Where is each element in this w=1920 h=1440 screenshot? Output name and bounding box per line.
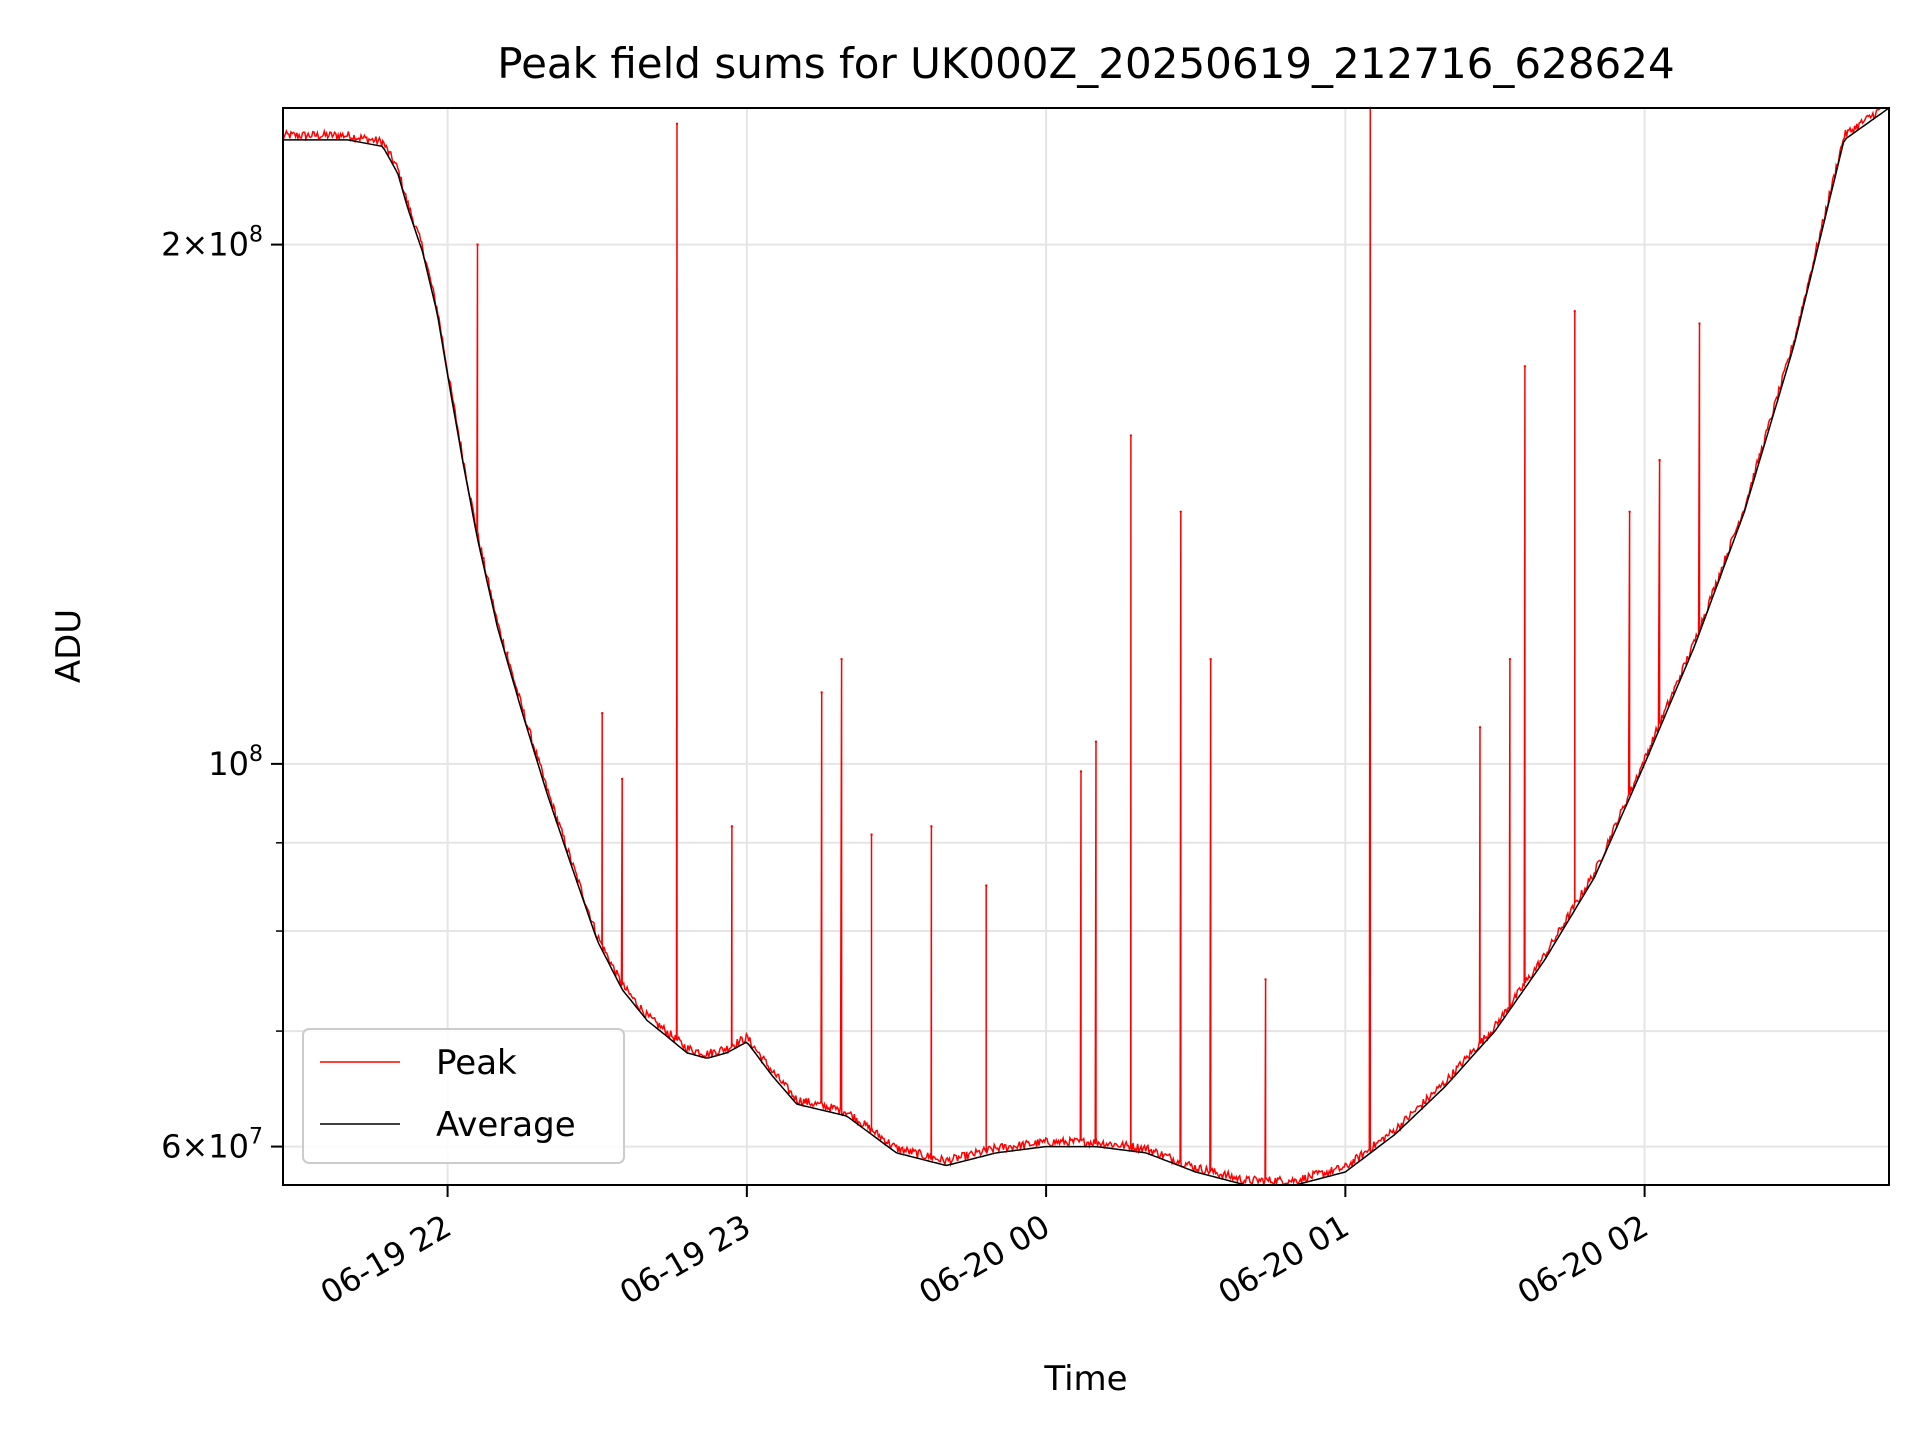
peak-point [1264, 978, 1267, 981]
legend-label-peak: Peak [436, 1043, 517, 1083]
peak-point [1698, 322, 1701, 325]
peak-point [1209, 657, 1212, 661]
peak-point [476, 243, 479, 246]
peak-point [1523, 365, 1527, 368]
peak-point [985, 884, 988, 887]
y-tick-label: 2×108 [161, 223, 263, 264]
peak-point [1079, 770, 1083, 773]
peak-point [840, 657, 843, 661]
peak-point [1129, 434, 1133, 437]
peak-point [506, 651, 509, 654]
chart-title: Peak field sums for UK000Z_20250619_2127… [497, 39, 1674, 88]
y-tick-label: 108 [208, 742, 263, 783]
peak-point [1628, 510, 1631, 514]
legend-label-average: Average [436, 1105, 576, 1145]
peak-point [870, 833, 873, 836]
peak-point [930, 825, 933, 828]
peak-point [1478, 726, 1482, 729]
peak-point [1094, 740, 1098, 743]
series-peak-line [282, 107, 1889, 1187]
peak-point [820, 691, 823, 694]
peak-point [620, 777, 624, 781]
peak-point [1508, 657, 1512, 661]
peak-point [675, 122, 679, 125]
peak-point [1573, 309, 1576, 313]
plot-frame [282, 107, 1890, 1186]
series-average-line [283, 107, 1890, 1186]
peak-point [1179, 510, 1182, 514]
y-tick-label: 6×107 [161, 1125, 263, 1166]
peak-point [730, 825, 734, 828]
legend: Peak Average [302, 1028, 625, 1164]
plot-lines [282, 106, 1890, 1187]
peak-point [601, 711, 604, 715]
y-axis: 6×107 108 2×108 [161, 223, 283, 1166]
y-axis-title: ADU [49, 609, 89, 683]
x-axis-title: Time [1043, 1359, 1127, 1399]
peak-point [1658, 458, 1661, 462]
